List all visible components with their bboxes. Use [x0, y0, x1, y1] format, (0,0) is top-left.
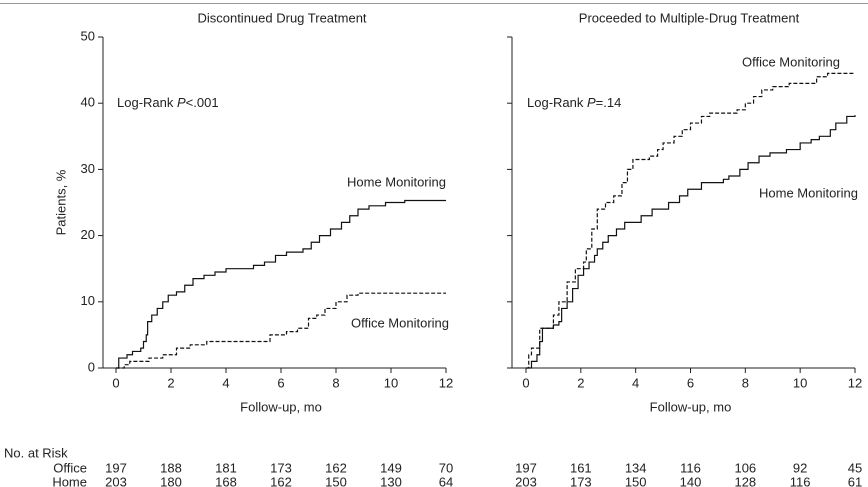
risk-count: 173	[570, 474, 592, 487]
annotation-part: =.14	[596, 95, 622, 110]
risk-count: 106	[734, 460, 756, 475]
x-tick-label: 10	[793, 375, 807, 390]
annotation-part: P	[587, 95, 596, 110]
risk-count: 150	[625, 474, 647, 487]
risk-count: 197	[105, 460, 127, 475]
y-axis-label: Patients, %	[53, 169, 68, 235]
risk-count: 168	[215, 474, 237, 487]
risk-count: 161	[570, 460, 592, 475]
y-tick-label: 50	[81, 28, 95, 43]
annotation-part: Log-Rank	[527, 95, 587, 110]
risk-count: 188	[160, 460, 182, 475]
panel-title: Proceeded to Multiple-Drug Treatment	[579, 10, 800, 25]
risk-row-label: Home	[52, 474, 87, 487]
x-tick-label: 0	[112, 375, 119, 390]
risk-count: 45	[848, 460, 862, 475]
risk-count: 181	[215, 460, 237, 475]
risk-count: 150	[325, 474, 347, 487]
x-tick-label: 6	[277, 375, 284, 390]
x-axis-label: Follow-up, mo	[650, 399, 732, 414]
y-tick-label: 20	[81, 227, 95, 242]
x-axis-label: Follow-up, mo	[240, 399, 322, 414]
risk-row-label: Office	[53, 460, 87, 475]
x-tick-label: 6	[687, 375, 694, 390]
km-curve	[116, 292, 446, 369]
km-curve	[116, 199, 446, 369]
x-tick-label: 0	[522, 375, 529, 390]
risk-count: 116	[680, 460, 701, 475]
km-curve	[526, 72, 855, 369]
risk-count: 70	[439, 460, 453, 475]
annotation-part: Log-Rank	[117, 95, 177, 110]
y-tick-label: 10	[81, 293, 95, 308]
annotation: Log-Rank P=.14	[527, 95, 621, 110]
panel-title: Discontinued Drug Treatment	[197, 10, 366, 25]
risk-count: 134	[625, 460, 647, 475]
annotation: Log-Rank P<.001	[117, 95, 219, 110]
risk-count: 92	[793, 460, 807, 475]
x-tick-label: 4	[632, 375, 639, 390]
risk-table-title: No. at Risk	[4, 445, 68, 460]
risk-count: 197	[515, 460, 537, 475]
risk-count: 64	[439, 474, 453, 487]
risk-count: 180	[160, 474, 182, 487]
y-tick-label: 30	[81, 161, 95, 176]
risk-count: 173	[270, 460, 292, 475]
x-tick-label: 2	[167, 375, 174, 390]
risk-count: 203	[105, 474, 127, 487]
x-tick-label: 12	[848, 375, 862, 390]
risk-count: 130	[380, 474, 402, 487]
risk-count: 116	[790, 474, 811, 487]
x-tick-label: 8	[332, 375, 339, 390]
risk-count: 61	[848, 474, 862, 487]
risk-count: 149	[380, 460, 402, 475]
risk-count: 128	[734, 474, 756, 487]
x-tick-label: 8	[742, 375, 749, 390]
risk-count: 162	[270, 474, 292, 487]
risk-count: 203	[515, 474, 537, 487]
x-tick-label: 4	[222, 375, 229, 390]
series-label: Office Monitoring	[742, 54, 840, 69]
y-tick-label: 40	[81, 95, 95, 110]
x-tick-label: 10	[384, 375, 398, 390]
annotation-part: <.001	[186, 95, 219, 110]
risk-count: 162	[325, 460, 347, 475]
annotation-part: P	[177, 95, 186, 110]
series-label: Home Monitoring	[347, 174, 446, 189]
x-tick-label: 12	[439, 375, 453, 390]
km-curve	[526, 115, 856, 369]
y-tick-label: 0	[88, 359, 95, 374]
series-label: Office Monitoring	[351, 315, 449, 330]
risk-count: 140	[680, 474, 702, 487]
series-label: Home Monitoring	[759, 185, 858, 200]
x-tick-label: 2	[577, 375, 584, 390]
